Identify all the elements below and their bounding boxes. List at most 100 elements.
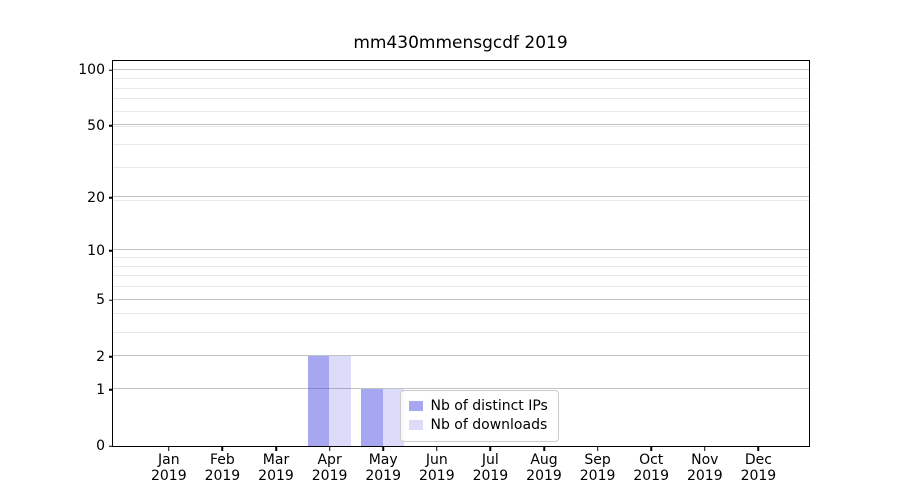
x-tick-month: Sep xyxy=(584,452,611,468)
y-gridline-minor xyxy=(112,143,809,145)
y-tick-label: 1 xyxy=(96,381,105,398)
x-tick-month: Aug xyxy=(530,452,558,468)
y-tick-mark xyxy=(108,124,113,127)
chart-title: mm430mmensgcdf 2019 xyxy=(353,33,568,53)
x-tick-month: Jul xyxy=(481,452,499,468)
y-gridline-major xyxy=(112,68,809,70)
y-gridline-minor xyxy=(112,275,809,277)
x-tick-mark xyxy=(436,446,438,451)
x-tick-label: Jul 2019 xyxy=(472,452,509,484)
y-tick-mark xyxy=(108,445,113,447)
y-gridline-major xyxy=(112,298,809,300)
x-tick-label: Nov 2019 xyxy=(686,452,723,484)
y-tick-label: 10 xyxy=(87,242,105,259)
legend-item-distinct-ips: Nb of distinct IPs xyxy=(408,397,548,416)
x-tick-label: Apr 2019 xyxy=(311,452,348,484)
legend-item-downloads: Nb of downloads xyxy=(408,416,548,435)
x-tick-label: Aug 2019 xyxy=(526,452,562,484)
y-tick-label: 50 xyxy=(87,117,105,134)
legend-label-distinct-ips: Nb of distinct IPs xyxy=(430,398,548,414)
x-tick-mark xyxy=(382,446,384,451)
x-tick-month: Feb xyxy=(209,452,235,468)
y-gridline-minor xyxy=(112,313,809,315)
x-tick-year: 2019 xyxy=(633,467,670,484)
y-tick-label: 5 xyxy=(96,292,105,309)
x-tick-mark xyxy=(489,446,492,451)
x-tick-year: 2019 xyxy=(150,467,187,484)
x-tick-year: 2019 xyxy=(686,467,723,484)
x-tick-mark xyxy=(650,446,652,451)
y-gridline-minor xyxy=(112,77,809,79)
y-gridline-major xyxy=(112,196,809,198)
legend-label-downloads: Nb of downloads xyxy=(430,417,548,433)
legend-swatch-distinct-ips xyxy=(408,401,423,411)
bar-downloads xyxy=(382,389,405,446)
y-tick-label: 100 xyxy=(78,62,105,79)
x-tick-label: May 2019 xyxy=(365,452,402,484)
x-tick-month: Oct xyxy=(639,452,664,468)
x-tick-mark xyxy=(168,446,170,451)
x-tick-year: 2019 xyxy=(204,467,241,484)
y-gridline-minor xyxy=(112,110,809,112)
x-tick-mark xyxy=(596,446,599,451)
x-tick-mark xyxy=(543,446,545,451)
legend: Nb of distinct IPs Nb of downloads xyxy=(399,389,559,442)
y-tick-mark xyxy=(108,355,113,358)
x-tick-month: Nov xyxy=(691,452,719,468)
y-tick-label: 0 xyxy=(96,438,105,454)
y-gridline-minor xyxy=(112,167,809,169)
x-tick-year: 2019 xyxy=(258,467,294,484)
bar-distinct-ips xyxy=(307,356,330,446)
y-axis-tick-marks xyxy=(108,61,113,447)
x-axis-tick-marks xyxy=(113,446,809,453)
y-gridline-major xyxy=(112,124,809,126)
x-tick-month: Jun xyxy=(425,452,448,468)
y-gridline-minor xyxy=(112,200,809,202)
y-tick-mark xyxy=(108,299,113,301)
x-tick-label: Mar 2019 xyxy=(258,452,294,484)
x-tick-year: 2019 xyxy=(740,467,777,484)
y-gridline-minor xyxy=(112,285,809,287)
x-tick-mark xyxy=(757,446,760,451)
x-tick-label: Jan 2019 xyxy=(150,452,187,484)
x-tick-label: Feb 2019 xyxy=(204,452,241,484)
x-tick-mark xyxy=(704,446,706,451)
bar-distinct-ips xyxy=(361,389,383,446)
plot-area: Nb of distinct IPs Nb of downloads xyxy=(111,59,810,447)
x-tick-month: May xyxy=(368,452,398,468)
x-tick-label: Dec 2019 xyxy=(740,452,777,484)
y-gridline-minor xyxy=(112,98,809,100)
x-tick-year: 2019 xyxy=(311,467,348,484)
y-tick-label: 20 xyxy=(87,189,105,206)
bar-downloads xyxy=(329,356,351,446)
x-tick-month: Jan xyxy=(157,452,180,468)
y-axis-tick-labels: 0 1 2 5 10 20 50 100 xyxy=(0,61,105,454)
x-tick-year: 2019 xyxy=(365,467,402,484)
x-tick-mark xyxy=(221,446,224,451)
x-tick-month: Apr xyxy=(317,452,342,468)
y-tick-label: 2 xyxy=(96,348,105,365)
x-tick-year: 2019 xyxy=(579,467,616,484)
y-tick-mark xyxy=(108,388,113,391)
x-tick-year: 2019 xyxy=(472,467,509,484)
y-gridline-minor xyxy=(112,125,809,127)
y-gridline-major xyxy=(112,388,809,390)
y-tick-mark xyxy=(108,69,113,71)
y-gridline-minor xyxy=(112,87,809,89)
y-gridline-minor xyxy=(112,331,809,333)
y-tick-mark xyxy=(108,197,113,199)
x-tick-month: Dec xyxy=(744,452,772,468)
x-tick-label: Jun 2019 xyxy=(419,452,455,484)
y-gridline-major xyxy=(112,355,809,356)
x-tick-mark xyxy=(275,446,277,451)
y-tick-mark xyxy=(108,249,113,252)
y-gridline-minor xyxy=(112,256,809,258)
x-tick-year: 2019 xyxy=(526,467,562,484)
x-tick-mark xyxy=(328,446,331,451)
x-tick-label: Oct 2019 xyxy=(633,452,670,484)
y-gridline-minor xyxy=(112,265,809,267)
x-tick-label: Sep 2019 xyxy=(579,452,616,484)
y-gridline-major xyxy=(112,249,809,251)
x-axis-tick-labels: Jan 2019 Feb 2019 Mar 2019 Apr 2019 May 2019 Jun 20… xyxy=(113,452,809,493)
